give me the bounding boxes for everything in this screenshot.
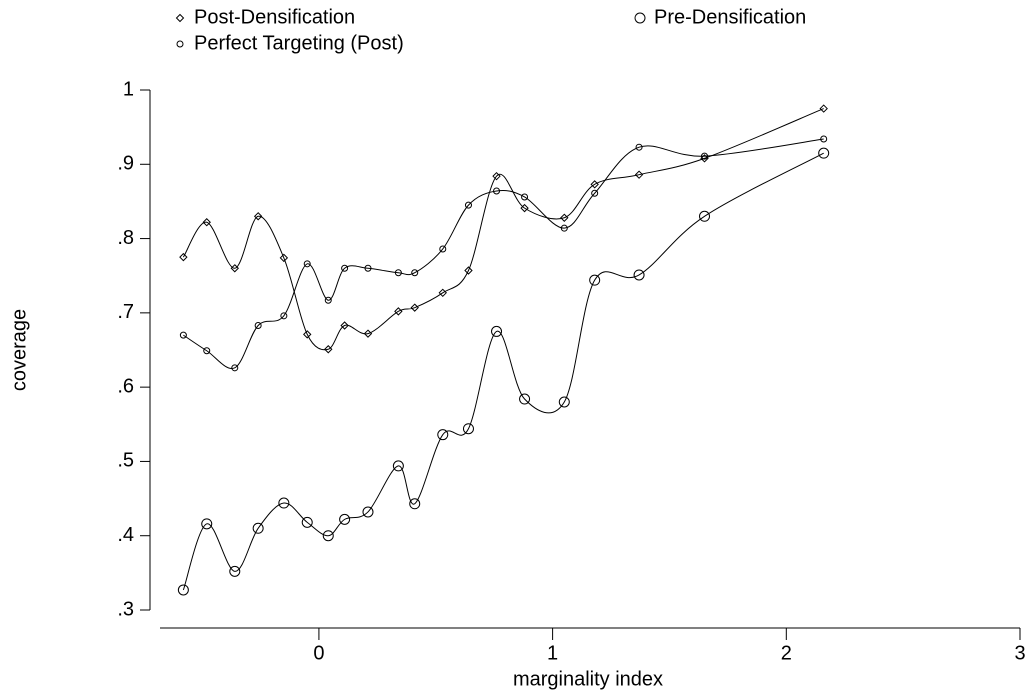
y-tick-label: .7 xyxy=(117,301,134,323)
marker xyxy=(229,565,241,577)
marker xyxy=(177,584,189,596)
marker xyxy=(410,303,419,312)
marker xyxy=(324,296,332,304)
marker xyxy=(820,135,828,143)
marker xyxy=(560,224,568,232)
marker xyxy=(634,170,644,179)
y-tick-label: .5 xyxy=(117,450,134,472)
marker xyxy=(394,269,402,277)
marker xyxy=(394,307,403,316)
marker xyxy=(520,203,529,213)
y-tick-label: .8 xyxy=(117,227,134,249)
marker xyxy=(278,497,290,509)
marker xyxy=(560,213,569,222)
marker xyxy=(202,218,211,227)
marker xyxy=(301,516,313,528)
series-line xyxy=(183,138,824,370)
marker xyxy=(324,345,333,354)
y-tick-label: 1 xyxy=(123,78,134,100)
marker xyxy=(254,321,262,329)
y-tick-label: .9 xyxy=(117,153,134,175)
marker xyxy=(635,143,643,151)
marker xyxy=(303,330,312,339)
marker xyxy=(252,522,264,534)
marker xyxy=(303,260,311,268)
marker xyxy=(322,530,334,542)
marker xyxy=(179,331,187,339)
marker xyxy=(699,210,711,222)
marker xyxy=(392,460,404,472)
marker xyxy=(558,396,570,408)
y-tick-label: .3 xyxy=(117,598,134,620)
marker xyxy=(363,329,373,338)
marker xyxy=(438,288,447,298)
y-axis-label: coverage xyxy=(8,309,30,391)
x-tick-label: 0 xyxy=(313,642,324,664)
marker xyxy=(201,518,213,530)
x-axis-label: marginality index xyxy=(513,668,663,690)
y-tick-label: .6 xyxy=(117,375,134,397)
x-tick-label: 1 xyxy=(547,642,558,664)
marker xyxy=(462,423,474,435)
marker xyxy=(491,325,503,337)
marker xyxy=(464,266,473,275)
marker xyxy=(409,498,421,510)
marker xyxy=(231,364,239,372)
marker xyxy=(253,212,263,221)
marker xyxy=(521,193,529,201)
marker xyxy=(179,252,188,262)
marker xyxy=(701,152,709,160)
marker xyxy=(280,312,288,320)
marker xyxy=(340,321,349,330)
marker xyxy=(230,264,239,273)
marker xyxy=(590,180,599,189)
marker xyxy=(339,513,351,525)
marker xyxy=(362,506,374,518)
marker xyxy=(700,154,709,163)
legend-marker xyxy=(176,40,184,48)
series-line xyxy=(182,152,824,591)
x-tick-label: 2 xyxy=(781,642,792,664)
marker xyxy=(819,104,828,113)
y-tick-label: .4 xyxy=(117,524,134,546)
marker xyxy=(279,253,289,263)
legend-label: Pre-Densification xyxy=(654,6,806,28)
x-tick-label: 3 xyxy=(1014,642,1025,664)
marker xyxy=(519,393,531,405)
marker xyxy=(341,264,349,272)
legend-marker xyxy=(634,12,646,24)
marker xyxy=(493,187,501,195)
legend-label: Perfect Targeting (Post) xyxy=(194,32,404,54)
marker xyxy=(364,264,372,272)
marker xyxy=(464,201,472,209)
marker xyxy=(589,274,601,286)
marker xyxy=(439,245,447,253)
series-line xyxy=(182,108,824,351)
marker xyxy=(633,269,645,281)
marker xyxy=(492,171,501,181)
marker xyxy=(818,147,830,159)
legend-marker xyxy=(175,13,185,23)
marker xyxy=(591,189,599,197)
marker xyxy=(437,429,449,441)
marker xyxy=(203,347,211,355)
marker xyxy=(411,269,419,277)
legend-label: Post-Densification xyxy=(194,6,355,28)
